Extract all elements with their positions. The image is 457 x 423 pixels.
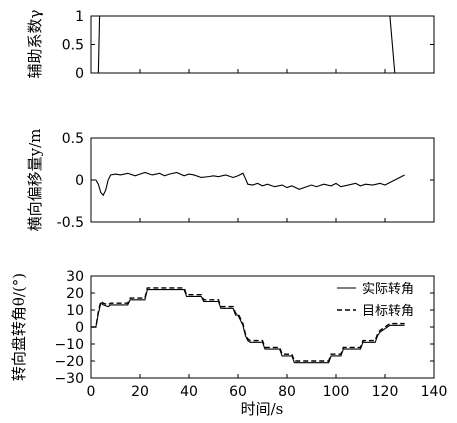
plot-area [90, 15, 435, 74]
y-tick-label: 0.5 [62, 131, 84, 147]
x-tick-label: 40 [180, 384, 198, 400]
panel-auxiliary-coefficient: 辅助系数γ 00.51 [26, 9, 435, 82]
y-tick-label: 0 [75, 173, 84, 189]
y-tick-label: 20 [66, 286, 84, 302]
legend-label-target: 目标转角 [362, 304, 414, 319]
y-tick-label: −10 [54, 337, 84, 353]
y-tick-label: 0 [75, 320, 84, 336]
y-axis-label: 辅助系数γ [26, 9, 44, 78]
y-tick-label: -0.5 [57, 215, 84, 231]
x-tick-label: 120 [372, 384, 399, 400]
y-tick-label: 1 [75, 9, 84, 25]
series-group [91, 287, 405, 364]
y-tick-label: −30 [54, 371, 84, 387]
series-line-1 [91, 287, 405, 362]
series-line-0 [91, 171, 405, 197]
y-axis-label-text: 转向盘转角θ/(°) [10, 273, 28, 381]
y-tick-label: 30 [66, 269, 84, 285]
series-group [91, 15, 434, 74]
legend-label-actual: 实际转角 [362, 282, 414, 297]
x-tick-label: 20 [131, 384, 149, 400]
y-axis-label: 转向盘转角θ/(°) [10, 273, 28, 381]
legend: 实际转角 目标转角 [337, 282, 414, 319]
series-line-0 [91, 289, 405, 364]
y-tick-label: 0 [75, 66, 84, 82]
x-axis-label: 时间/s [241, 400, 284, 418]
panel-lateral-offset: 横向偏移量y/m 0.5 0 -0.5 [26, 129, 435, 232]
plot-area [90, 137, 435, 223]
y-axis-label: 横向偏移量y/m [26, 129, 44, 232]
x-tick-label: 60 [229, 384, 247, 400]
x-tick-label: 140 [421, 384, 448, 400]
series-line-0 [91, 15, 434, 74]
x-tick-label: 80 [278, 384, 296, 400]
y-ticks: 00.51 [62, 9, 435, 82]
y-ticks: 0.5 0 -0.5 [57, 131, 435, 231]
x-tick-label: 0 [87, 384, 96, 400]
y-tick-label: 10 [66, 303, 84, 319]
x-tick-label: 100 [323, 384, 350, 400]
series-group [91, 171, 405, 197]
y-tick-label: −20 [54, 354, 84, 370]
y-tick-label: 0.5 [62, 38, 84, 54]
